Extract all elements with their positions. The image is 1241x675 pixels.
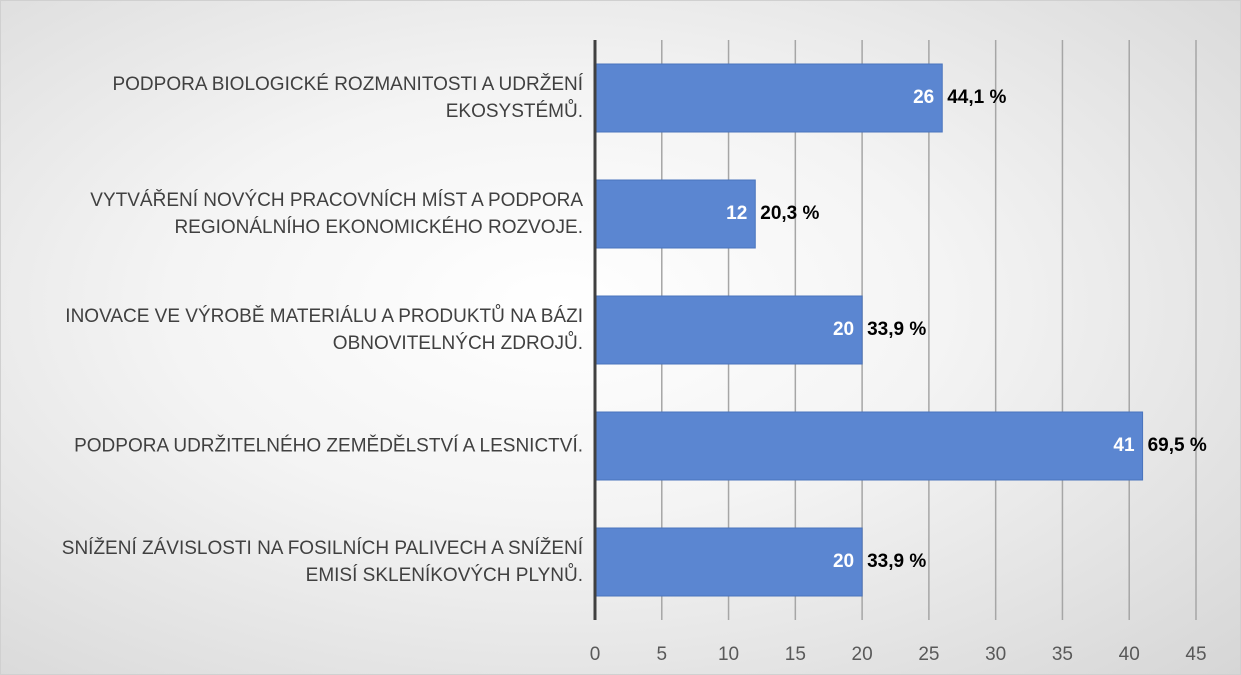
category-label: SNÍŽENÍ ZÁVISLOSTI NA FOSILNÍCH PALIVECH… (61, 538, 583, 586)
bar (594, 63, 943, 133)
percentage-label: 33,9 % (867, 319, 926, 340)
bar (594, 411, 1144, 481)
x-tick-label: 10 (718, 644, 739, 665)
value-label: 20 (833, 319, 854, 340)
x-tick-label: 20 (852, 644, 873, 665)
bar (594, 179, 756, 249)
category-label: VYTVÁŘENÍ NOVÝCH PRACOVNÍCH MÍST A PODPO… (90, 190, 583, 238)
value-label: 20 (833, 551, 854, 572)
x-tick-label: 40 (1119, 644, 1140, 665)
bar (594, 295, 863, 365)
x-tick-label: 5 (656, 644, 667, 665)
bar (594, 527, 863, 597)
x-tick-label: 25 (918, 644, 939, 665)
value-label: 41 (1113, 435, 1135, 456)
category-label: PODPORA BIOLOGICKÉ ROZMANITOSTI A UDRŽEN… (112, 74, 583, 122)
x-tick-label: 45 (1185, 644, 1206, 665)
percentage-label: 20,3 % (760, 203, 819, 224)
percentage-label: 44,1 % (947, 87, 1006, 108)
x-tick-label: 30 (985, 644, 1006, 665)
value-label: 26 (913, 87, 934, 108)
percentage-label: 69,5 % (1148, 435, 1207, 456)
percentage-label: 33,9 % (867, 551, 926, 572)
category-label: PODPORA UDRŽITELNÉHO ZEMĚDĚLSTVÍ A LESNI… (74, 435, 583, 457)
value-label: 12 (726, 203, 747, 224)
x-tick-label: 15 (785, 644, 806, 665)
category-label: INOVACE VE VÝROBĚ MATERIÁLU A PRODUKTŮ N… (65, 306, 583, 354)
x-tick-label: 0 (590, 644, 601, 665)
x-tick-label: 35 (1052, 644, 1073, 665)
